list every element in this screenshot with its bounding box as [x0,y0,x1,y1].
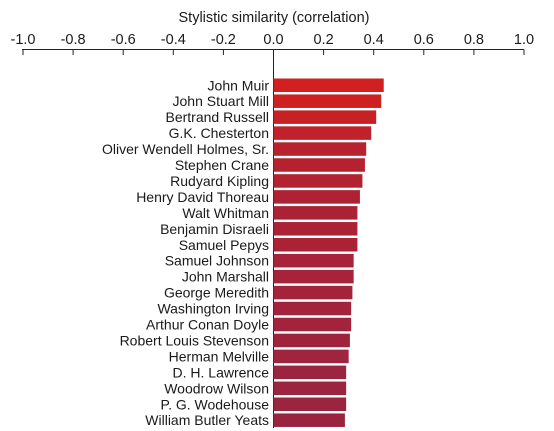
bar [273,190,360,204]
category-label: G.K. Chesterton [169,125,269,141]
category-label: Herman Melville [169,348,270,364]
bar [273,333,350,348]
category-label: Bertrand Russell [166,109,270,125]
category-label: Woodrow Wilson [164,380,269,396]
bar [273,301,352,316]
bar [273,142,367,156]
x-tick-label: -0.8 [61,32,86,48]
x-tick-label: 0.8 [464,32,484,48]
x-tick-label: -1.0 [11,32,36,48]
bar [273,222,358,236]
category-label: John Marshall [182,269,269,285]
category-label: P. G. Wodehouse [161,396,270,412]
category-label: Oliver Wendell Holmes, Sr. [102,141,269,157]
x-tick-label: -0.6 [111,32,136,48]
x-tick-label: 0.4 [364,32,384,48]
bar [273,269,354,284]
bar [273,110,377,124]
x-tick-label: 0.6 [414,32,434,48]
bar [273,381,347,396]
bars [273,78,384,427]
category-label: John Muir [208,77,270,93]
bar [273,285,353,300]
bar [273,253,354,268]
bar [273,158,365,172]
category-label: William Butler Yeats [145,412,269,428]
x-tick-label: 0.0 [263,32,283,48]
category-label: Samuel Johnson [165,253,269,269]
bar [273,317,352,332]
category-label: Samuel Pepys [179,237,269,253]
category-label: Rudyard Kipling [170,173,269,189]
bar [273,365,347,380]
bar [273,206,358,220]
category-label: D. H. Lawrence [173,364,270,380]
bar [273,78,384,92]
bar [273,238,358,252]
x-tick-label: 1.0 [514,32,534,48]
category-label: Stephen Crane [175,157,269,173]
x-tick-label: 0.2 [314,32,334,48]
category-label: Washington Irving [157,301,269,317]
bar [273,174,363,188]
bar [273,126,372,140]
category-label: Walt Whitman [182,205,269,221]
bar [273,349,349,364]
category-label: John Stuart Mill [173,93,269,109]
x-tick-label: -0.2 [211,32,236,48]
category-label: Robert Louis Stevenson [120,332,269,348]
bar [273,94,382,108]
bar [273,397,347,411]
x-tick-label: -0.4 [161,32,186,48]
x-axis-ticks: -1.0 -0.8 -0.6 -0.4 -0.2 0.0 0.2 0.4 0.6 0.8 1.0 [11,32,534,55]
bar [273,413,345,427]
x-axis-title: Stylistic similarity (correlation) [179,10,370,26]
category-label: Benjamin Disraeli [160,221,269,237]
category-label: George Meredith [164,285,269,301]
category-label: Arthur Conan Doyle [146,317,269,333]
category-label: Henry David Thoreau [136,189,269,205]
